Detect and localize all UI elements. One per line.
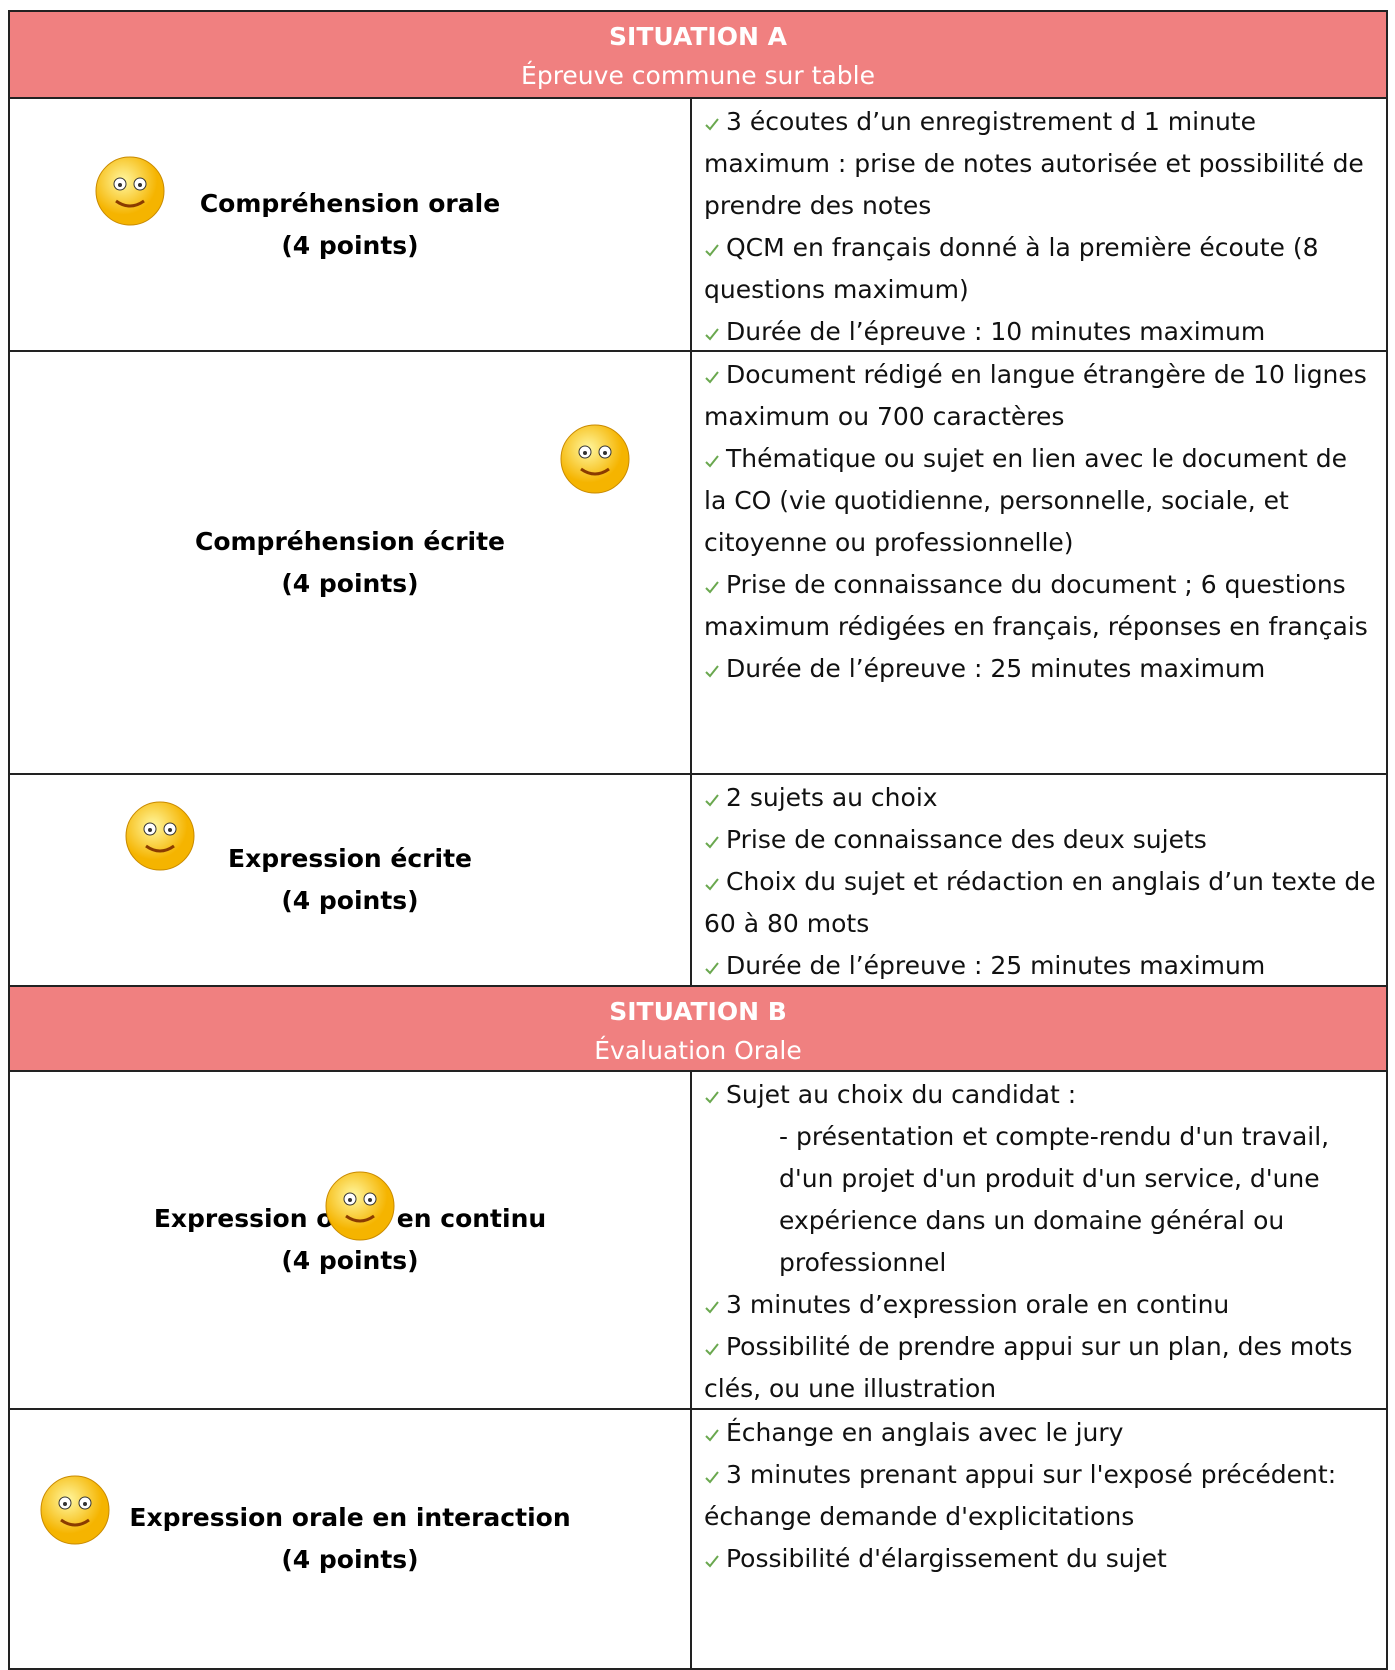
detail-item: Durée de l’épreuve : 10 minutes maximum bbox=[704, 311, 1376, 353]
detail-item: 3 minutes prenant appui sur l'exposé pré… bbox=[704, 1454, 1376, 1538]
skill-cell: Compréhension orale (4 points) bbox=[10, 99, 692, 350]
check-icon bbox=[705, 1301, 719, 1314]
details-cell: Sujet au choix du candidat : - présentati… bbox=[692, 1072, 1386, 1408]
section-header: SITUATION B Évaluation Orale bbox=[10, 987, 1386, 1072]
emoji-icon bbox=[320, 1166, 400, 1259]
skill-points: (4 points) bbox=[281, 568, 419, 598]
detail-text: Possibilité d'élargissement du sujet bbox=[726, 1544, 1167, 1573]
detail-item: Échange en anglais avec le jury bbox=[704, 1412, 1376, 1454]
table-row: Compréhension écrite (4 points) Document r… bbox=[10, 352, 1386, 775]
section-subtitle: Évaluation Orale bbox=[594, 1036, 802, 1065]
check-icon bbox=[705, 962, 719, 975]
detail-item: Document rédigé en langue étrangère de 1… bbox=[704, 354, 1376, 438]
detail-text: 3 minutes prenant appui sur l'exposé pré… bbox=[704, 1460, 1337, 1531]
detail-item: Prise de connaissance du document ; 6 qu… bbox=[704, 564, 1376, 648]
check-icon bbox=[705, 118, 719, 131]
skill-points: (4 points) bbox=[281, 230, 419, 260]
emoji-icon bbox=[555, 419, 635, 512]
detail-subitem: - présentation et compte-rendu d'un trav… bbox=[779, 1122, 1330, 1277]
check-icon bbox=[705, 1091, 719, 1104]
detail-item: QCM en français donné à la première écou… bbox=[704, 227, 1376, 311]
check-icon bbox=[705, 1555, 719, 1568]
detail-item: Durée de l’épreuve : 25 minutes maximum bbox=[704, 945, 1376, 987]
detail-item: Durée de l’épreuve : 25 minutes maximum bbox=[704, 648, 1376, 690]
table-row: Expression orale en continu(4 points)Suj… bbox=[10, 1072, 1386, 1410]
detail-text: Choix du sujet et rédaction en anglais d… bbox=[704, 867, 1376, 938]
detail-text: Prise de connaissance du document ; 6 qu… bbox=[704, 570, 1368, 641]
check-icon bbox=[705, 455, 719, 468]
check-icon bbox=[705, 581, 719, 594]
detail-text: 2 sujets au choix bbox=[726, 783, 938, 812]
detail-item: Prise de connaissance des deux sujets bbox=[704, 819, 1376, 861]
check-icon bbox=[705, 1429, 719, 1442]
section-subtitle: Épreuve commune sur table bbox=[521, 61, 875, 90]
skill-points: (4 points) bbox=[281, 886, 419, 915]
check-icon bbox=[705, 328, 719, 341]
page: SITUATION A Épreuve commune sur table Comp… bbox=[8, 10, 1388, 1670]
detail-item: 3 minutes d’expression orale en continu bbox=[704, 1284, 1376, 1326]
detail-text: Prise de connaissance des deux sujets bbox=[726, 825, 1207, 854]
emoji-icon bbox=[120, 796, 200, 889]
emoji-icon bbox=[90, 151, 170, 244]
detail-item: 3 écoutes d’un enregistrement d 1 minute… bbox=[704, 101, 1376, 227]
check-icon bbox=[705, 371, 719, 384]
emoji-icon bbox=[35, 1470, 115, 1563]
detail-text: Durée de l’épreuve : 25 minutes maximum bbox=[726, 951, 1266, 980]
skill-label: Expression orale en interaction bbox=[129, 1503, 571, 1532]
check-icon bbox=[705, 836, 719, 849]
section-title: SITUATION A bbox=[609, 22, 787, 51]
skill-points: (4 points) bbox=[281, 1545, 419, 1574]
details-cell: Document rédigé en langue étrangère de 1… bbox=[692, 352, 1386, 773]
check-icon bbox=[705, 878, 719, 891]
skill-cell: Compréhension écrite (4 points) bbox=[10, 352, 692, 773]
check-icon bbox=[705, 665, 719, 678]
detail-text: Échange en anglais avec le jury bbox=[726, 1418, 1124, 1447]
skill-points: (4 points) bbox=[281, 1246, 419, 1275]
table-row: Expression orale en interaction (4 points… bbox=[10, 1410, 1386, 1670]
detail-text: Thématique ou sujet en lien avec le docu… bbox=[704, 444, 1348, 557]
detail-item: Thématique ou sujet en lien avec le docu… bbox=[704, 438, 1376, 564]
section-title: SITUATION B bbox=[609, 997, 787, 1026]
exam-table: SITUATION A Épreuve commune sur table Comp… bbox=[8, 10, 1388, 1670]
detail-item: Choix du sujet et rédaction en anglais d… bbox=[704, 861, 1376, 945]
detail-text: 3 minutes d’expression orale en continu bbox=[726, 1290, 1230, 1319]
table-row: Expression écrite (4 points) 2 sujets au c… bbox=[10, 775, 1386, 987]
detail-item: Sujet au choix du candidat : bbox=[704, 1074, 1376, 1116]
detail-text: QCM en français donné à la première écou… bbox=[704, 233, 1319, 304]
detail-text: Durée de l’épreuve : 25 minutes maximum bbox=[726, 654, 1266, 683]
detail-text: Sujet au choix du candidat : bbox=[726, 1080, 1077, 1109]
section-header: SITUATION A Épreuve commune sur table bbox=[10, 12, 1386, 99]
check-icon bbox=[705, 1471, 719, 1484]
skill-cell: Expression écrite (4 points) bbox=[10, 775, 692, 985]
detail-text: Possibilité de prendre appui sur un plan… bbox=[704, 1332, 1353, 1403]
details-cell: Échange en anglais avec le jury 3 minutes… bbox=[692, 1410, 1386, 1668]
detail-item: 2 sujets au choix bbox=[704, 777, 1376, 819]
skill-cell: Expression orale en interaction (4 points… bbox=[10, 1410, 692, 1668]
check-icon bbox=[705, 1343, 719, 1356]
skill-label: Compréhension écrite bbox=[194, 526, 505, 556]
detail-text: Document rédigé en langue étrangère de 1… bbox=[704, 360, 1367, 431]
details-cell: 2 sujets au choix Prise de connaissance d… bbox=[692, 775, 1386, 985]
skill-label: Expression écrite bbox=[228, 844, 472, 873]
detail-item: Possibilité de prendre appui sur un plan… bbox=[704, 1326, 1376, 1410]
detail-text: Durée de l’épreuve : 10 minutes maximum bbox=[726, 317, 1266, 346]
details-cell: 3 écoutes d’un enregistrement d 1 minute… bbox=[692, 99, 1386, 350]
table-row: Compréhension orale (4 points) 3 écoutes d… bbox=[10, 99, 1386, 352]
detail-text: 3 écoutes d’un enregistrement d 1 minute… bbox=[704, 107, 1364, 220]
detail-item: Possibilité d'élargissement du sujet bbox=[704, 1538, 1376, 1580]
check-icon bbox=[705, 794, 719, 807]
skill-label: Compréhension orale bbox=[199, 188, 501, 218]
check-icon bbox=[705, 244, 719, 257]
skill-cell: Expression orale en continu(4 points) bbox=[10, 1072, 692, 1408]
